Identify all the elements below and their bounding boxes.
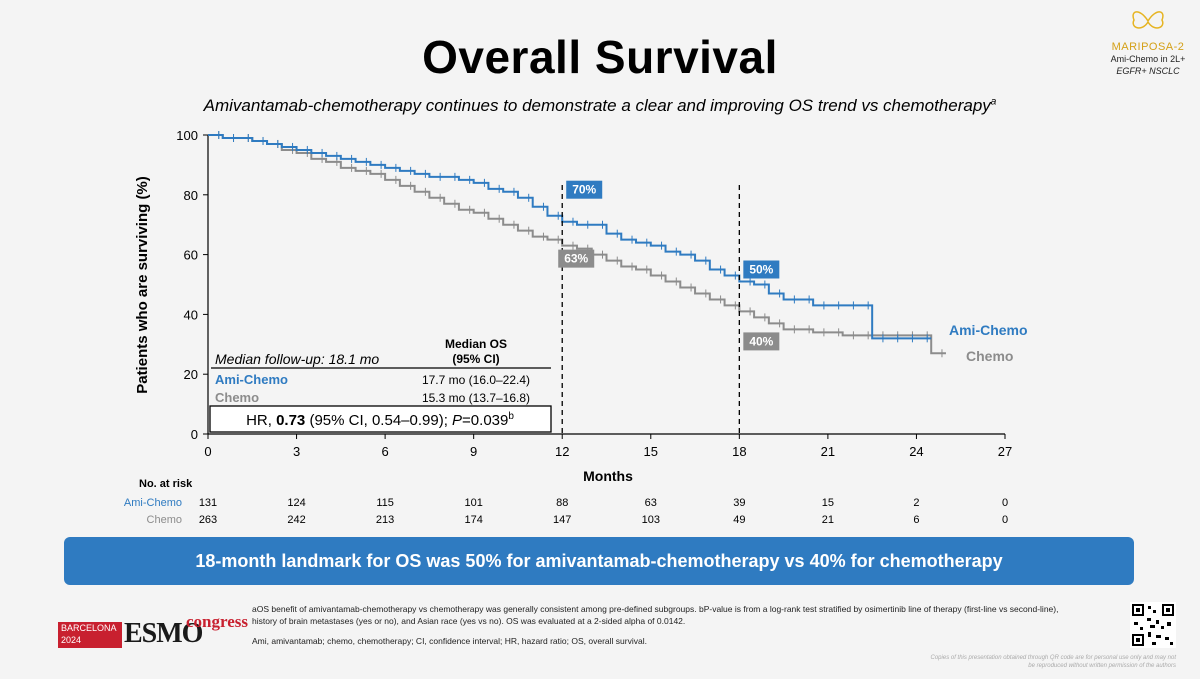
- slide-subtitle: Amivantamab-chemotherapy continues to de…: [0, 96, 1200, 116]
- at-risk-value: 88: [556, 497, 568, 509]
- logo-line1: Ami-Chemo in 2L+: [1110, 54, 1186, 64]
- esmo-congress-logo: BARCELONA 2024 ESMO congress: [58, 612, 249, 649]
- at-risk-value: 101: [464, 497, 482, 509]
- qr-code-icon: [1130, 602, 1176, 648]
- logo-name: MARIPOSA-2: [1111, 41, 1185, 53]
- logo-line2: EGFR+ NSCLC: [1116, 66, 1180, 76]
- x-tick-label: 9: [470, 444, 477, 459]
- butterfly-icon: [1132, 11, 1164, 29]
- at-risk-value: 63: [645, 497, 657, 509]
- y-axis-label: Patients who are surviving (%): [134, 176, 151, 394]
- landmark-badge-chemo: [558, 249, 595, 268]
- x-tick-label: 21: [821, 444, 835, 459]
- median-followup: Median follow-up: 18.1 mo: [215, 351, 379, 367]
- subtitle-footnote-mark: a: [990, 96, 997, 108]
- km-curve-chemo: [208, 134, 946, 355]
- at-risk-value: 213: [376, 514, 394, 526]
- chart-curves: [208, 131, 946, 358]
- at-risk-table: No. at risk Ami-Chemo Chemo 131 124 115 101…: [124, 478, 1008, 526]
- legend-ami-chemo: Ami-Chemo: [949, 322, 1028, 338]
- mariposa-logo: MARIPOSA-2 Ami-Chemo in 2L+ EGFR+ NSCLC: [1108, 6, 1188, 77]
- at-risk-value: 131: [199, 497, 217, 509]
- at-risk-value: 147: [553, 514, 571, 526]
- median-os-header: Median OS: [445, 337, 507, 351]
- at-risk-arm-chemo: Chemo: [147, 514, 182, 526]
- x-tick-label: 24: [909, 444, 923, 459]
- x-tick-label: 27: [998, 444, 1012, 459]
- at-risk-value: 21: [822, 514, 834, 526]
- y-tick-label: 60: [184, 248, 198, 263]
- landmark-label-ami-chemo: 70%: [572, 183, 596, 197]
- y-tick-label: 0: [191, 427, 198, 442]
- at-risk-value: 242: [287, 514, 305, 526]
- at-risk-value: 0: [1002, 497, 1008, 509]
- at-risk-value: 2: [913, 497, 919, 509]
- at-risk-value: 103: [642, 514, 660, 526]
- at-risk-values: 131 124 115 101 88 63 39 15 2 0 263 242 213 174 147 103…: [199, 497, 1008, 526]
- slide-title: Overall Survival: [422, 31, 778, 83]
- at-risk-value: 0: [1002, 514, 1008, 526]
- x-tick-label: 12: [555, 444, 569, 459]
- table-arm-ami-chemo: Ami-Chemo: [215, 372, 288, 387]
- table-arm-chemo: Chemo: [215, 390, 259, 405]
- hazard-ratio-text: HR, 0.73 (95% CI, 0.54–0.99); P=0.039b: [246, 411, 514, 429]
- chart-landmarks: 70% 63% 50% 40%: [558, 180, 780, 434]
- chart-axes: 0 20 40 60 80 100 0 3 6 9 12 15 18 21 24 27: [176, 128, 1012, 459]
- at-risk-label: No. at risk: [139, 478, 193, 490]
- x-tick-label: 6: [381, 444, 388, 459]
- footnote-abbreviations: Ami, amivantamab; chemo, chemotherapy; C…: [252, 636, 647, 646]
- y-tick-label: 80: [184, 188, 198, 203]
- at-risk-value: 115: [376, 497, 394, 509]
- table-value-ami-chemo: 17.7 mo (16.0–22.4): [422, 373, 530, 387]
- km-curve-ami-chemo: [208, 134, 932, 340]
- x-tick-label: 15: [644, 444, 658, 459]
- at-risk-value: 39: [733, 497, 745, 509]
- x-axis-label: Months: [583, 468, 633, 484]
- landmark-label-ami-chemo: 50%: [749, 263, 773, 277]
- median-os-table: Median follow-up: 18.1 mo Median OS (95%…: [209, 337, 552, 433]
- at-risk-arm-ami-chemo: Ami-Chemo: [124, 497, 182, 509]
- x-tick-label: 3: [293, 444, 300, 459]
- at-risk-value: 263: [199, 514, 217, 526]
- at-risk-value: 174: [464, 514, 482, 526]
- legend-chemo: Chemo: [966, 348, 1013, 364]
- y-tick-label: 40: [184, 307, 198, 322]
- landmark-badge-ami-chemo: [743, 260, 780, 279]
- at-risk-value: 49: [733, 514, 745, 526]
- x-tick-label: 18: [732, 444, 746, 459]
- copyright-notice: Copies of this presentation obtained thr…: [930, 655, 1176, 669]
- landmark-badge-chemo: [743, 332, 780, 351]
- x-tick-label: 0: [204, 444, 211, 459]
- landmark-badge-ami-chemo: [566, 180, 603, 199]
- at-risk-value: 124: [287, 497, 305, 509]
- footnote-primary: aOS benefit of amivantamab-chemotherapy …: [252, 604, 1059, 626]
- at-risk-value: 15: [822, 497, 834, 509]
- hazard-ratio-box: [209, 405, 552, 433]
- landmark-label-chemo: 63%: [564, 252, 588, 266]
- congress-city: BARCELONA: [61, 623, 117, 633]
- landmark-label-chemo: 40%: [749, 334, 773, 348]
- congress-brand: ESMO: [124, 618, 203, 649]
- congress-year: 2024: [61, 635, 82, 645]
- y-tick-label: 20: [184, 367, 198, 382]
- at-risk-value: 6: [913, 514, 919, 526]
- subtitle-text: Amivantamab-chemotherapy continues to de…: [203, 96, 991, 115]
- table-value-chemo: 15.3 mo (13.7–16.8): [422, 391, 530, 405]
- y-tick-label: 100: [176, 128, 198, 143]
- landmark-banner: 18-month landmark for OS was 50% for ami…: [64, 537, 1134, 585]
- congress-word: congress: [186, 612, 249, 631]
- median-os-ci-header: (95% CI): [452, 352, 499, 366]
